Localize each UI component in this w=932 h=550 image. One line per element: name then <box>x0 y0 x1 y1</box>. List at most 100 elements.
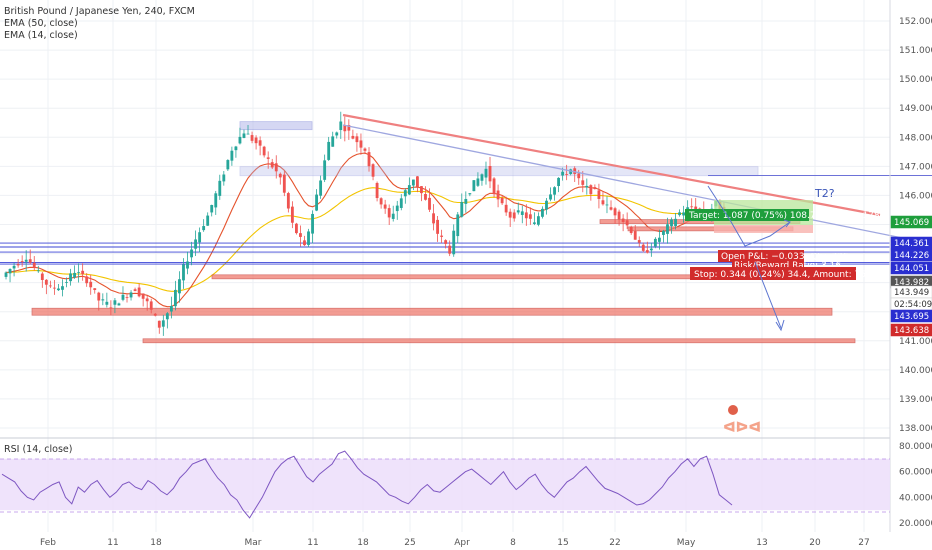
candle-body <box>363 148 367 151</box>
trendline-red[interactable] <box>342 113 881 217</box>
candle-body <box>169 305 173 312</box>
candle-body <box>20 261 24 262</box>
resistance-zone[interactable] <box>239 121 313 131</box>
time-axis[interactable]: Feb 11 18 Mar 11 18 25 Apr 8 15 22 May 13 20 27 <box>40 538 870 548</box>
rsi-band <box>0 458 890 511</box>
rsi-axis: 80.0000 60.0000 40.0000 20.0000 <box>899 442 932 529</box>
candle-body <box>28 259 32 263</box>
candle-body <box>343 125 347 132</box>
price-tick-label: 148.000 <box>899 133 932 143</box>
candle-body <box>101 299 105 301</box>
price-tag-value: 145.069 <box>894 218 929 228</box>
candle-body <box>577 173 581 179</box>
candle-body <box>40 273 44 280</box>
rsi-panel[interactable] <box>0 450 890 519</box>
candle-body <box>44 279 48 285</box>
candle-body <box>315 194 318 211</box>
time-tick-label: 8 <box>510 538 516 548</box>
candle-body <box>258 140 262 146</box>
candle-body <box>16 264 20 266</box>
candle-body <box>65 281 68 283</box>
candle-body <box>553 187 556 195</box>
time-tick-label: 13 <box>756 538 767 548</box>
candle-body <box>299 233 302 237</box>
candle-body <box>222 174 226 182</box>
time-tick-label: 11 <box>107 538 118 548</box>
price-tag-value: 143.638 <box>894 326 929 336</box>
candle-body <box>641 244 645 251</box>
candle-body <box>508 211 512 218</box>
price-tick-label: 141.000 <box>899 337 932 347</box>
price-tag-value: 144.226 <box>894 251 929 261</box>
time-tick-label: 18 <box>357 538 369 548</box>
candle-body <box>274 163 278 172</box>
candle-body <box>24 259 28 262</box>
candle-body <box>129 292 133 298</box>
candle-body <box>541 208 544 217</box>
rsi-tick-label: 20.0000 <box>899 519 932 529</box>
time-tick-label: Apr <box>454 538 470 548</box>
candle-body <box>395 205 399 212</box>
candle-body <box>690 206 694 208</box>
candle-body <box>456 214 460 237</box>
candle-body <box>262 146 266 156</box>
candle-body <box>432 213 435 224</box>
ema-50-line <box>5 187 729 292</box>
candle-body <box>230 150 234 161</box>
candle-body <box>53 287 56 289</box>
candle-body <box>617 211 621 220</box>
candle-body <box>174 289 177 307</box>
candle-body <box>89 281 93 288</box>
rsi-tick-label: 40.0000 <box>899 493 932 503</box>
candle-body <box>113 300 117 305</box>
price-tag-value: 143.949 <box>894 288 929 298</box>
candle-body <box>545 200 548 210</box>
candle-body <box>218 180 222 196</box>
candle-body <box>468 193 472 195</box>
candle-body <box>81 270 85 275</box>
candle-body <box>549 194 552 200</box>
projection-arrows[interactable] <box>707 185 791 332</box>
candle-body <box>270 162 274 168</box>
candle-body <box>532 222 536 224</box>
candle-body <box>286 193 290 209</box>
price-tick-label: 138.000 <box>899 424 932 434</box>
price-zones[interactable] <box>31 121 856 344</box>
candle-body <box>399 198 403 208</box>
rsi-tick-label: 60.0000 <box>899 468 932 478</box>
candle-body <box>226 160 230 170</box>
candle-body <box>153 313 157 316</box>
candle-body <box>682 212 686 216</box>
resistance-zone[interactable] <box>239 166 759 177</box>
candle-body <box>609 207 613 210</box>
price-tick-label: 150.000 <box>899 75 932 85</box>
candle-body <box>633 231 637 240</box>
candle-body <box>137 287 141 297</box>
support-zone[interactable] <box>31 307 833 316</box>
candle-body <box>323 160 327 180</box>
price-tag <box>890 309 932 323</box>
candle-body <box>182 264 185 281</box>
candle-body <box>528 214 532 219</box>
candle-body <box>4 272 8 277</box>
candle-body <box>145 298 149 302</box>
time-tick-label: 20 <box>809 538 821 548</box>
candle-body <box>36 270 40 272</box>
candle-body <box>605 204 609 206</box>
trendline-blue[interactable] <box>342 124 932 245</box>
price-tick-label: 140.000 <box>899 366 932 376</box>
support-zone[interactable] <box>142 338 856 344</box>
candle-body <box>625 220 629 226</box>
candle-body <box>589 185 593 195</box>
candle-body <box>117 303 121 306</box>
candle-body <box>452 230 456 255</box>
candle-body <box>351 135 355 139</box>
candle-body <box>278 173 282 178</box>
candle-body <box>460 201 464 217</box>
candle-body <box>242 133 246 138</box>
candle-body <box>266 157 270 159</box>
price-tick-label: 152.000 <box>899 17 932 27</box>
candle-body <box>516 210 520 213</box>
candle-body <box>133 289 137 292</box>
